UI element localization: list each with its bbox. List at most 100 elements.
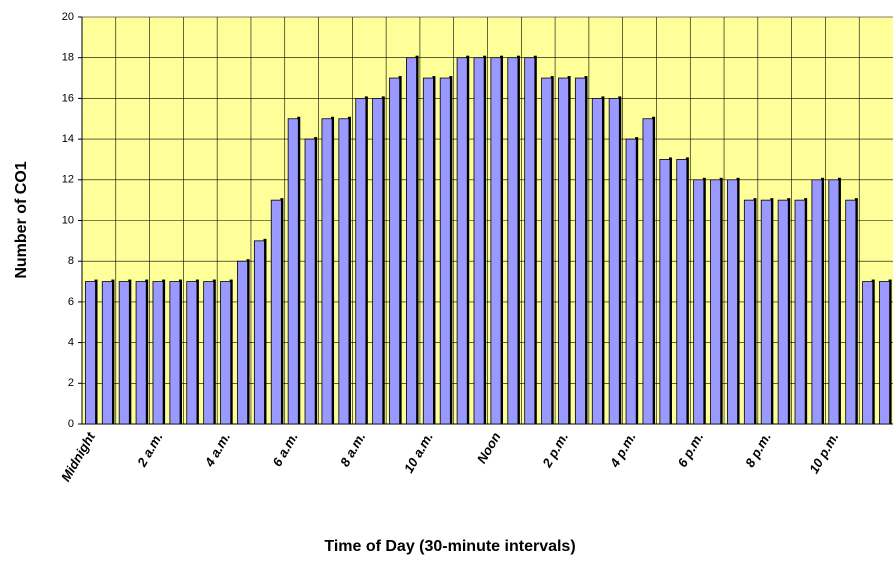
bar-side <box>432 76 436 425</box>
bar-side <box>888 279 892 424</box>
bar <box>845 199 857 425</box>
bar-side <box>837 177 841 424</box>
bar <box>625 138 637 425</box>
x-tick-label: 8 a.m. <box>337 430 368 469</box>
y-axis-title: Number of CO1 <box>13 161 30 278</box>
bar-side <box>736 177 740 424</box>
bar <box>608 98 620 425</box>
bar <box>591 98 603 425</box>
bar <box>524 57 536 425</box>
bar-side <box>601 96 605 425</box>
y-tick-label: 0 <box>68 418 74 430</box>
bar <box>389 77 401 425</box>
x-tick-label: 8 p.m. <box>742 430 774 470</box>
bar-side <box>381 96 385 425</box>
bar-side <box>483 55 487 424</box>
bar <box>169 281 181 425</box>
bar <box>811 179 823 425</box>
bar <box>676 159 688 425</box>
y-tick-label: 4 <box>68 337 74 349</box>
x-tick-label: 10 a.m. <box>401 430 436 476</box>
bar-side <box>618 96 622 425</box>
bar-side <box>280 198 284 424</box>
x-axis-title: Time of Day (30-minute intervals) <box>324 538 575 555</box>
bar-side <box>331 116 335 424</box>
bar-side <box>195 279 199 424</box>
x-tick-label: 6 a.m. <box>269 430 300 469</box>
y-tick-label: 18 <box>62 52 74 64</box>
bar <box>135 281 147 425</box>
bar-side <box>364 96 368 425</box>
bar <box>405 57 417 425</box>
bar-side <box>94 279 98 424</box>
bar <box>439 77 451 425</box>
y-tick-label: 20 <box>62 11 74 23</box>
x-tick-label: 4 a.m. <box>201 430 233 470</box>
y-tick-label: 14 <box>62 133 74 145</box>
bar-side <box>854 198 858 424</box>
bar-side <box>398 76 402 425</box>
bar <box>473 57 485 425</box>
bar <box>642 118 654 425</box>
bar-side <box>821 177 825 424</box>
bar <box>727 179 738 425</box>
bar <box>710 179 722 425</box>
x-tick-label: 2 a.m. <box>134 430 166 470</box>
bar <box>220 281 232 425</box>
y-tick-label: 6 <box>68 296 74 308</box>
bar-side <box>212 279 216 424</box>
y-tick-label: 10 <box>62 214 74 226</box>
bar <box>743 199 755 425</box>
bar <box>456 57 468 425</box>
bar-side <box>668 157 672 424</box>
bar-side <box>347 116 351 424</box>
bar-side <box>787 198 791 424</box>
bar-side <box>804 198 808 424</box>
bar-side <box>415 55 419 424</box>
bar-side <box>162 279 166 424</box>
bar-side <box>128 279 132 424</box>
x-tick-label: Noon <box>474 430 504 466</box>
bar <box>304 138 316 425</box>
bar-side <box>314 137 318 424</box>
bar-side <box>263 238 267 424</box>
bar-side <box>719 177 723 424</box>
y-tick-label: 16 <box>62 92 74 104</box>
bar-side <box>466 55 470 424</box>
bar-side <box>550 76 554 425</box>
bar <box>152 281 164 425</box>
bar <box>355 98 367 425</box>
bar <box>237 260 248 425</box>
bar <box>558 77 570 425</box>
bar-side <box>635 137 639 424</box>
y-tick-label: 2 <box>68 377 74 389</box>
bar <box>760 199 772 425</box>
bar <box>203 281 215 425</box>
x-tick-label: 6 p.m. <box>674 430 706 470</box>
bar-side <box>111 279 115 424</box>
bar <box>574 77 586 425</box>
bar-side <box>702 177 706 424</box>
bar <box>101 281 113 425</box>
bar <box>693 179 705 425</box>
x-tick-label: Midnight <box>58 429 98 484</box>
bar <box>287 118 299 425</box>
bar-side <box>567 76 571 425</box>
bar-side <box>533 55 537 424</box>
bar <box>828 179 840 425</box>
bar <box>541 77 553 425</box>
bar-side <box>770 198 774 424</box>
bar <box>118 281 130 425</box>
bar-side <box>685 157 689 424</box>
bar-side <box>178 279 182 424</box>
bar <box>862 281 874 425</box>
bar <box>321 118 333 425</box>
bar <box>794 199 806 425</box>
bar <box>338 118 350 425</box>
bar-side <box>516 55 520 424</box>
bar <box>186 281 198 425</box>
bar <box>659 159 671 425</box>
bar-side <box>871 279 875 424</box>
x-tick-label: 4 p.m. <box>606 430 638 471</box>
